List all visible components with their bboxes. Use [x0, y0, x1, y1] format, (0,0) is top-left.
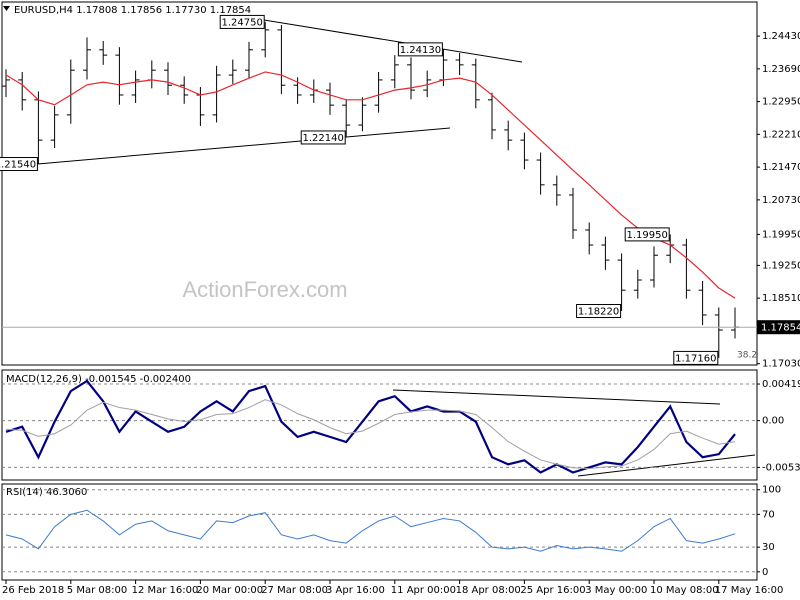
price-label: 1.24130 [400, 45, 441, 56]
series-line [5, 399, 736, 470]
y-tick-label: 0 [762, 567, 768, 578]
x-tick-label: 5 Mar 08:00 [67, 585, 127, 596]
price-label-box [576, 303, 622, 318]
macd-title: MACD(12,26,9) -0.001545 -0.002400 [6, 374, 191, 385]
y-tick-label: 70 [762, 509, 775, 520]
x-tick-label: 27 Mar 08:00 [261, 585, 328, 596]
moving-average [5, 71, 736, 299]
y-tick-label: 1.20730 [762, 195, 800, 206]
x-tick-label: 25 Apr 16:00 [520, 585, 585, 596]
trendline [392, 389, 721, 405]
y-tick-label: -0.005356 [762, 462, 800, 473]
panel-frame [1, 483, 758, 581]
y-tick-label: 1.19950 [762, 229, 800, 240]
fib-label: 38.2 [737, 351, 757, 361]
price-label: 1.24750 [222, 17, 263, 28]
price-label: 1.19950 [627, 230, 668, 241]
panel-frame [1, 369, 758, 481]
x-tick-label: 18 Apr 08:00 [456, 585, 521, 596]
price-label-box [624, 227, 670, 242]
x-tick-label: 10 May 08:00 [650, 585, 719, 596]
price-label-box [673, 350, 719, 365]
price-label-box [0, 157, 38, 172]
y-tick-label: 30 [762, 542, 775, 553]
x-tick-label: 12 Mar 16:00 [132, 585, 199, 596]
last-price-label: 1.17854 [761, 323, 800, 334]
y-tick-label: 1.18510 [762, 293, 800, 304]
price-label-box [397, 42, 443, 57]
series-line [5, 509, 736, 552]
rsi-title: RSI(14) 46.3060 [6, 487, 87, 498]
chart-title: EURUSD,H4 1.17808 1.17856 1.17730 1.1785… [14, 5, 251, 16]
last-price-box [757, 320, 800, 335]
x-tick-label: 26 Feb 2018 [2, 585, 64, 596]
x-tick-label: 11 Apr 00:00 [391, 585, 456, 596]
trendline [251, 17, 523, 63]
price-label-box [219, 14, 265, 29]
price-label: 1.17160 [675, 353, 716, 364]
y-tick-label: 1.22210 [762, 129, 800, 140]
series-line [5, 379, 736, 474]
y-tick-label: 1.24430 [762, 31, 800, 42]
y-tick-label: 1.22950 [762, 97, 800, 108]
y-tick-label: 0.00 [762, 416, 784, 427]
price-label: 1.18220 [578, 306, 619, 317]
panel-frame [1, 1, 758, 366]
price-label: 1.21540 [0, 160, 36, 171]
trendline [577, 454, 756, 477]
x-tick-label: 17 May 16:00 [715, 585, 784, 596]
y-tick-label: 100 [762, 485, 781, 496]
watermark: ActionForex.com [182, 277, 347, 302]
trendline [2, 127, 451, 168]
x-tick-label: 3 Apr 16:00 [326, 585, 385, 596]
y-tick-label: 1.19250 [762, 260, 800, 271]
y-tick-label: 1.17030 [762, 359, 800, 370]
y-tick-label: 0.004193 [762, 379, 800, 390]
y-tick-label: 1.23690 [762, 64, 800, 75]
y-tick-label: 1.21470 [762, 162, 800, 173]
price-label: 1.22140 [303, 133, 344, 144]
menu-icon [3, 6, 10, 11]
price-label-box [300, 130, 346, 145]
x-tick-label: 3 May 00:00 [585, 585, 647, 596]
x-tick-label: 20 Mar 00:00 [196, 585, 263, 596]
